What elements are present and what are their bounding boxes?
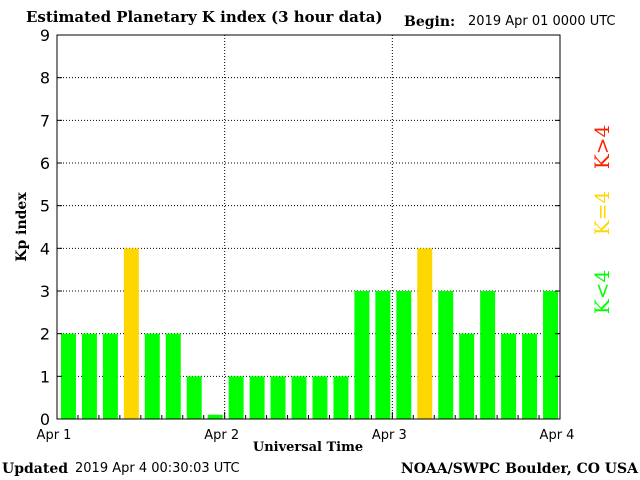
begin-value: 2019 Apr 01 0000 UTC [468, 14, 616, 29]
kp-bar [102, 333, 118, 419]
y-tick-label: 1 [40, 367, 50, 386]
kp-bar [480, 291, 496, 419]
kp-bar [543, 291, 558, 419]
kp-bar [81, 333, 97, 419]
kp-bar [270, 376, 286, 419]
y-tick-label: 4 [40, 239, 50, 258]
updated-label: Updated [2, 461, 69, 477]
begin-label: Begin: [404, 14, 456, 30]
y-tick-label: 2 [40, 325, 50, 344]
y-tick-label: 0 [40, 410, 50, 429]
updated-timestamp: 2019 Apr 4 00:30:03 UTC [75, 461, 240, 476]
y-tick-label: 3 [40, 282, 50, 301]
x-axis-label: Universal Time [252, 440, 364, 455]
kp-bar [459, 333, 475, 419]
credit-line: NOAA/SWPC Boulder, CO USA [400, 461, 638, 477]
kp-bar [396, 291, 412, 419]
kp-bar [312, 376, 328, 419]
kp-bar [144, 333, 160, 419]
chart-title: Estimated Planetary K index (3 hour data… [26, 8, 383, 26]
x-tick-label: Apr 1 [37, 428, 72, 443]
kp-bar [522, 333, 538, 419]
x-tick-label: Apr 4 [540, 428, 575, 443]
y-tick-label: 9 [40, 26, 50, 45]
x-tick-label: Apr 3 [372, 428, 407, 443]
kp-bar [228, 376, 244, 419]
kp-bar [501, 333, 517, 419]
kp-bar [165, 333, 181, 419]
kp-bar [249, 376, 265, 419]
kp-bar [123, 248, 139, 419]
kp-bar [61, 333, 76, 419]
kp-bar [417, 248, 433, 419]
x-tick-label: Apr 2 [204, 428, 239, 443]
y-tick-label: 5 [40, 197, 50, 216]
kp-bar [354, 291, 370, 419]
kp-bar [333, 376, 349, 419]
kp-bar [375, 291, 391, 419]
kp-bar [186, 376, 202, 419]
kp-bar [207, 414, 223, 419]
kp-bar [291, 376, 307, 419]
y-tick-label: 8 [40, 69, 50, 88]
y-tick-label: 6 [40, 154, 50, 173]
y-tick-label: 7 [40, 111, 50, 130]
kp-bar [438, 291, 454, 419]
